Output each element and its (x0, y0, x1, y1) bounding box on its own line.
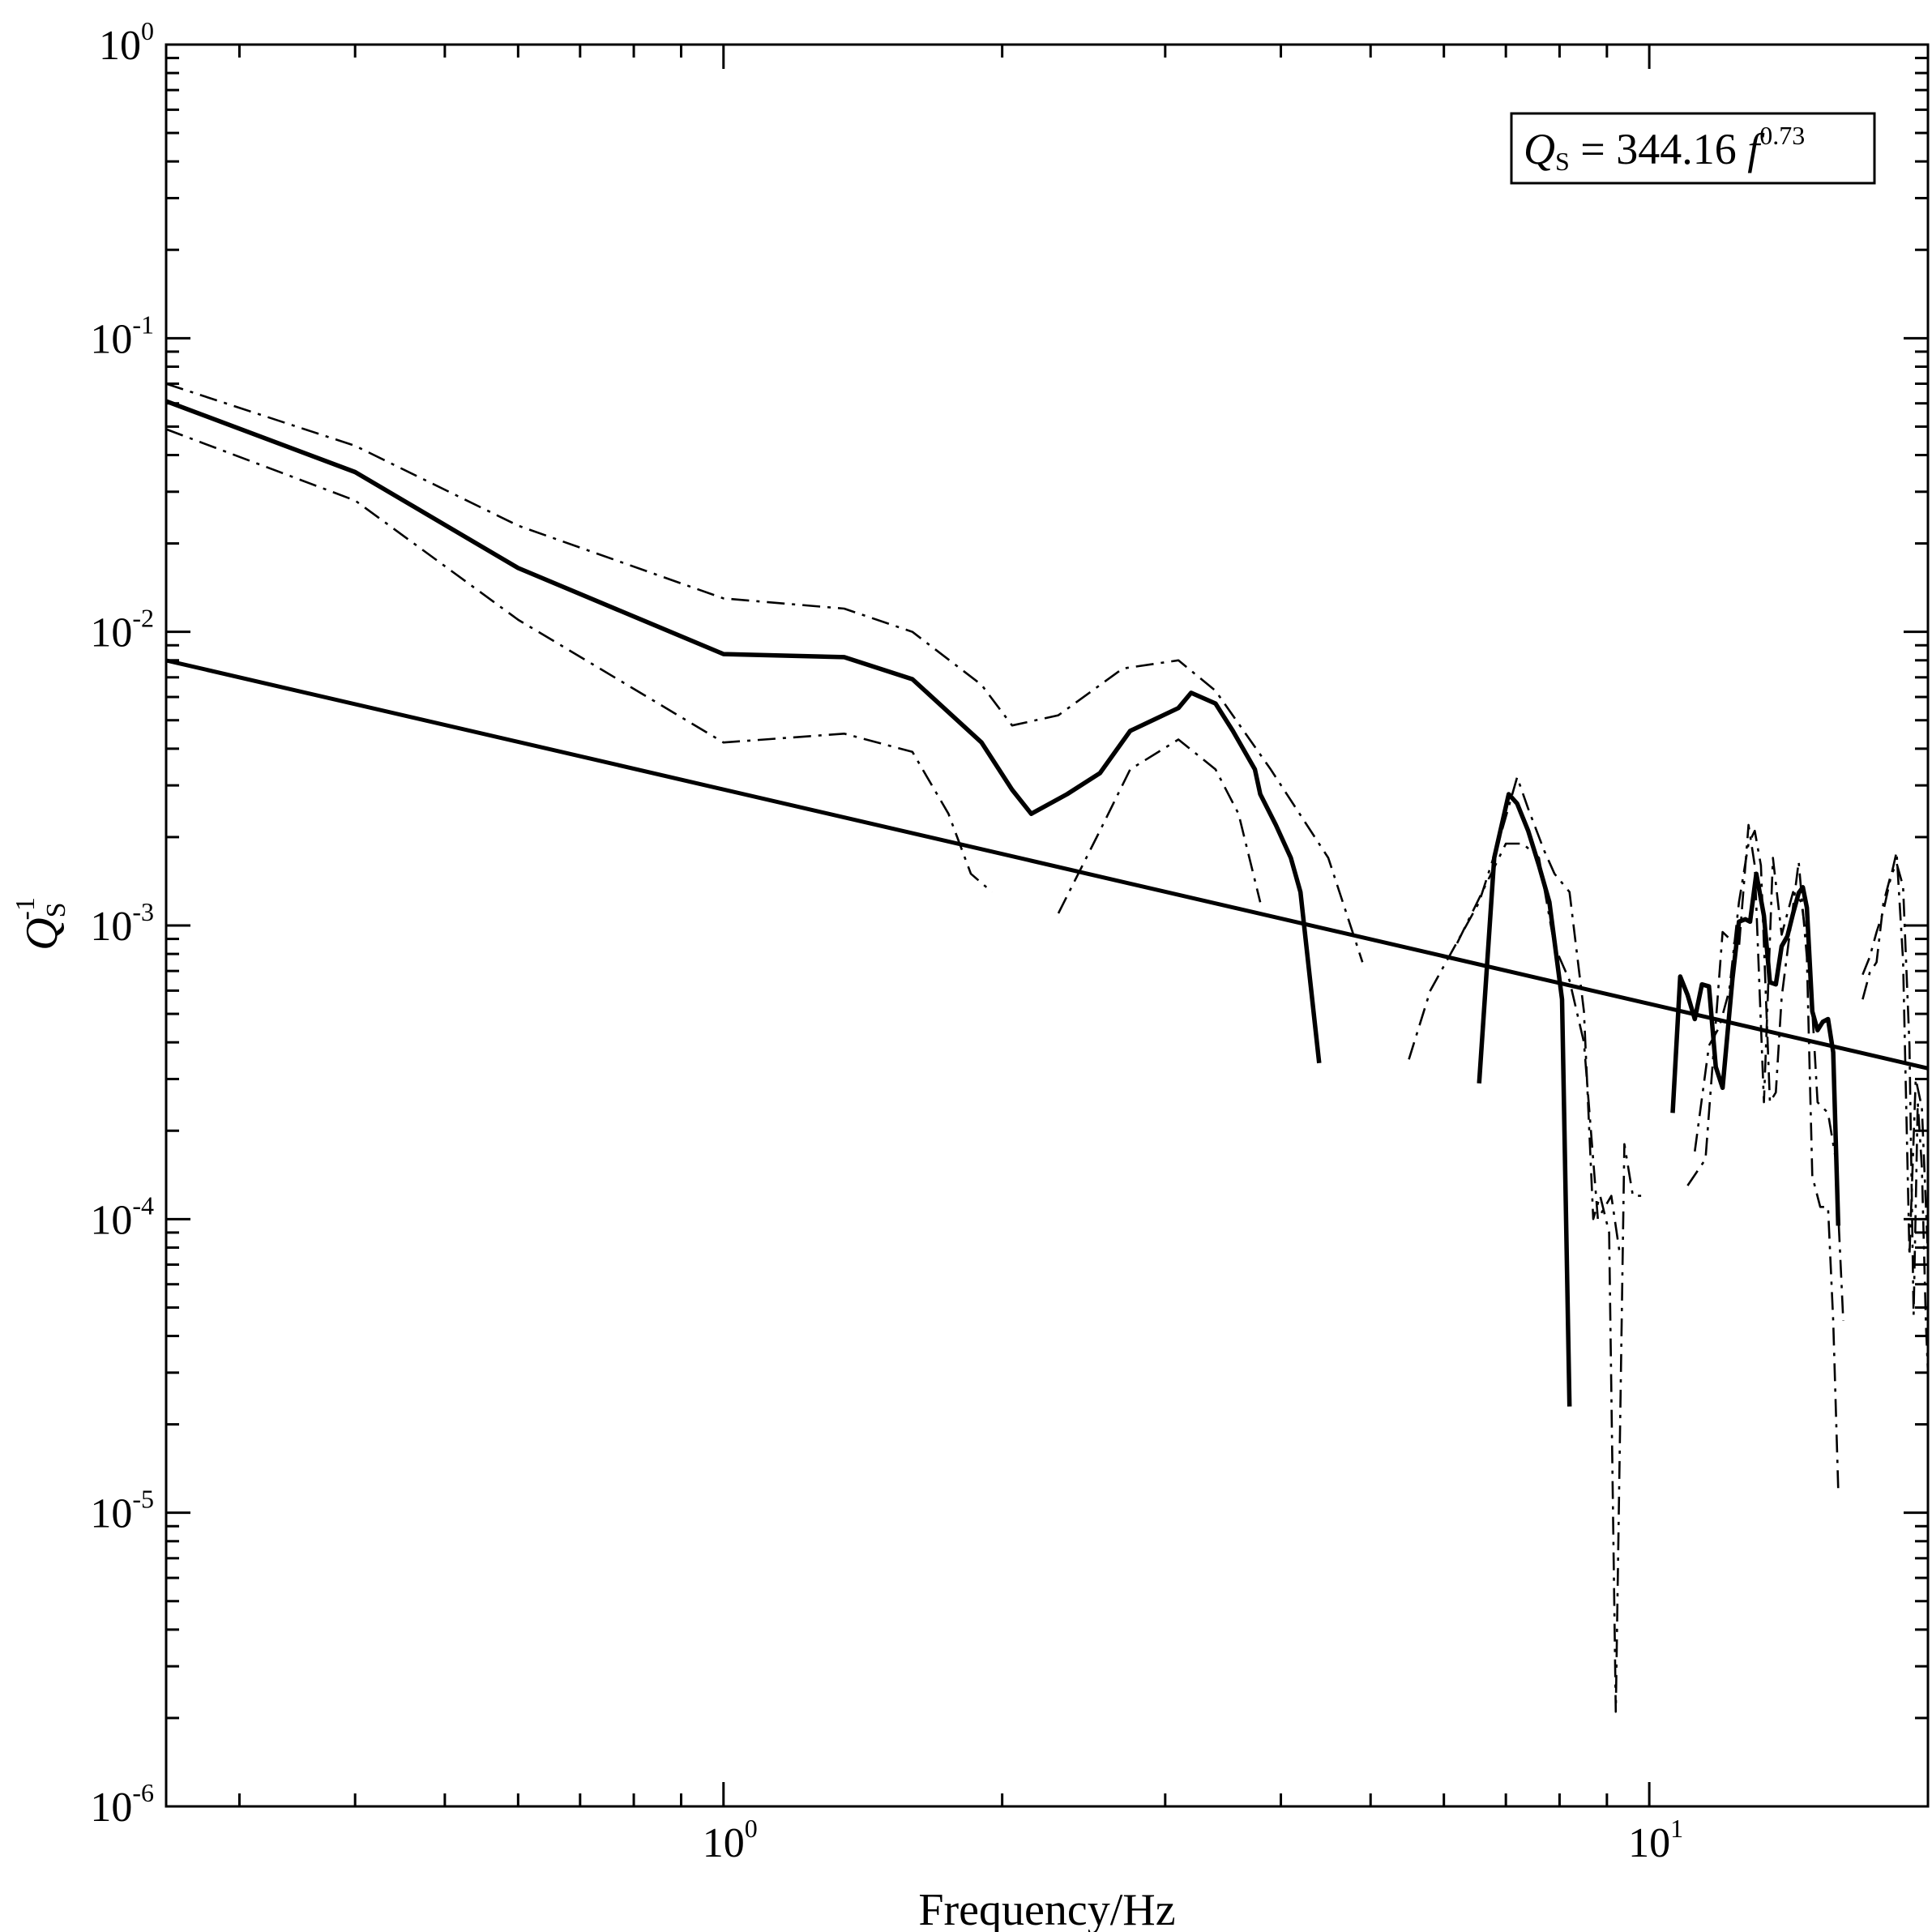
series-2-line-4 (1861, 861, 1930, 1373)
series-3-line-5 (1861, 851, 1930, 1257)
y-tick-label: 10-1 (90, 310, 154, 362)
series-layer (165, 383, 1930, 1713)
y-axis-title-base: Q (17, 917, 67, 950)
y-axis-title: QS-1 (11, 897, 71, 951)
series-3-line-2 (1057, 738, 1262, 914)
y-tick-label: 10-3 (90, 897, 154, 950)
x-axis-title: Frequency/Hz (918, 1885, 1175, 1932)
series-3 (165, 428, 1930, 1322)
y-tick-label: 10-2 (90, 604, 154, 656)
plot-frame (165, 43, 1930, 1808)
annotation-q: Q (1524, 125, 1555, 173)
annotation-exp: 0.73 (1759, 121, 1805, 150)
series-2-line-3 (1694, 829, 1840, 1490)
series-3-line-1 (165, 428, 993, 893)
y-tick-label: 10-5 (90, 1485, 154, 1537)
y-tick-label: 100 (99, 16, 154, 69)
annotation-box: QS = 344.16 f0.73 (1510, 112, 1876, 185)
svg-text:QS-1: QS-1 (11, 897, 71, 951)
x-tick-label: 101 (1628, 1814, 1683, 1866)
y-axis-title-sub: S (41, 902, 71, 917)
series-1 (165, 399, 1841, 1407)
series-1-line-3 (1670, 871, 1841, 1226)
fit-line (165, 658, 1929, 1071)
series-2-line-1 (165, 383, 1364, 963)
annotation-rest: = 344.16 (1570, 125, 1747, 173)
series-3-line-4 (1686, 823, 1844, 1322)
y-tick-label: 10-4 (90, 1190, 154, 1243)
series-2 (165, 383, 1930, 1713)
series-2-line-2 (1408, 776, 1642, 1713)
series-1-line-2 (1477, 792, 1572, 1407)
y-tick-label: 10-6 (90, 1778, 154, 1831)
series-3-line-3 (1455, 842, 1622, 1256)
svg-text:QS = 344.16 f0.73: QS = 344.16 f0.73 (1524, 121, 1805, 176)
tick-labels-layer: 100 10-1 10-2 10-3 10-4 10-5 10-6 100 101 (90, 16, 1683, 1866)
ticks-layer (166, 43, 1930, 1808)
annotation-sub: S (1555, 147, 1570, 176)
x-tick-label: 100 (703, 1814, 758, 1866)
series-1-line-1 (165, 399, 1322, 1064)
fit-line-layer (165, 658, 1929, 1071)
y-axis-title-sup: -1 (11, 897, 41, 920)
